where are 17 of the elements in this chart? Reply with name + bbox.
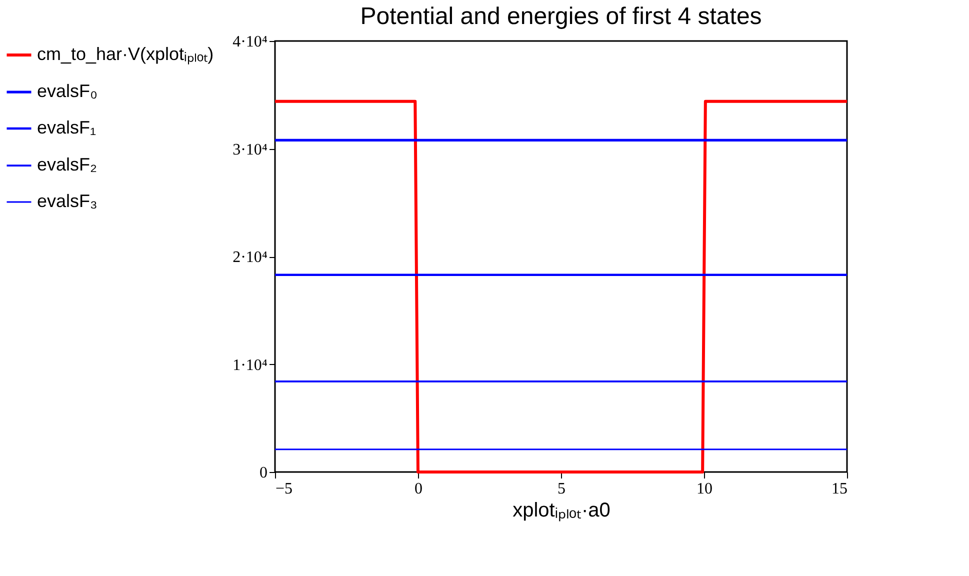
chart-title: Potential and energies of first 4 states xyxy=(360,3,762,30)
y-tick-label: 0 xyxy=(260,464,268,482)
y-tick-label: 1·10⁴ xyxy=(232,356,268,374)
x-axis-title: xplotᵢₚₗₒₜ·a0 xyxy=(512,500,610,522)
x-tick-label: 15 xyxy=(832,480,848,498)
legend-label: evalsF₂ xyxy=(37,154,98,174)
x-tick-label: 10 xyxy=(696,480,712,498)
x-tick-label: 0 xyxy=(414,480,422,498)
y-tick-label: 2·10⁴ xyxy=(232,249,268,266)
legend-label: evalsF₁ xyxy=(37,118,96,138)
legend-label: evalsF₃ xyxy=(37,191,98,211)
legend-label: cm_to_har·V(xplotᵢₚₗₒₜ) xyxy=(37,44,214,65)
x-tick-label: −5 xyxy=(276,480,293,498)
y-tick-label: 3·10⁴ xyxy=(232,141,268,158)
y-tick-label: 4·10⁴ xyxy=(232,34,268,50)
legend-label: evalsF₀ xyxy=(37,81,98,101)
x-tick-label: 5 xyxy=(558,480,566,498)
